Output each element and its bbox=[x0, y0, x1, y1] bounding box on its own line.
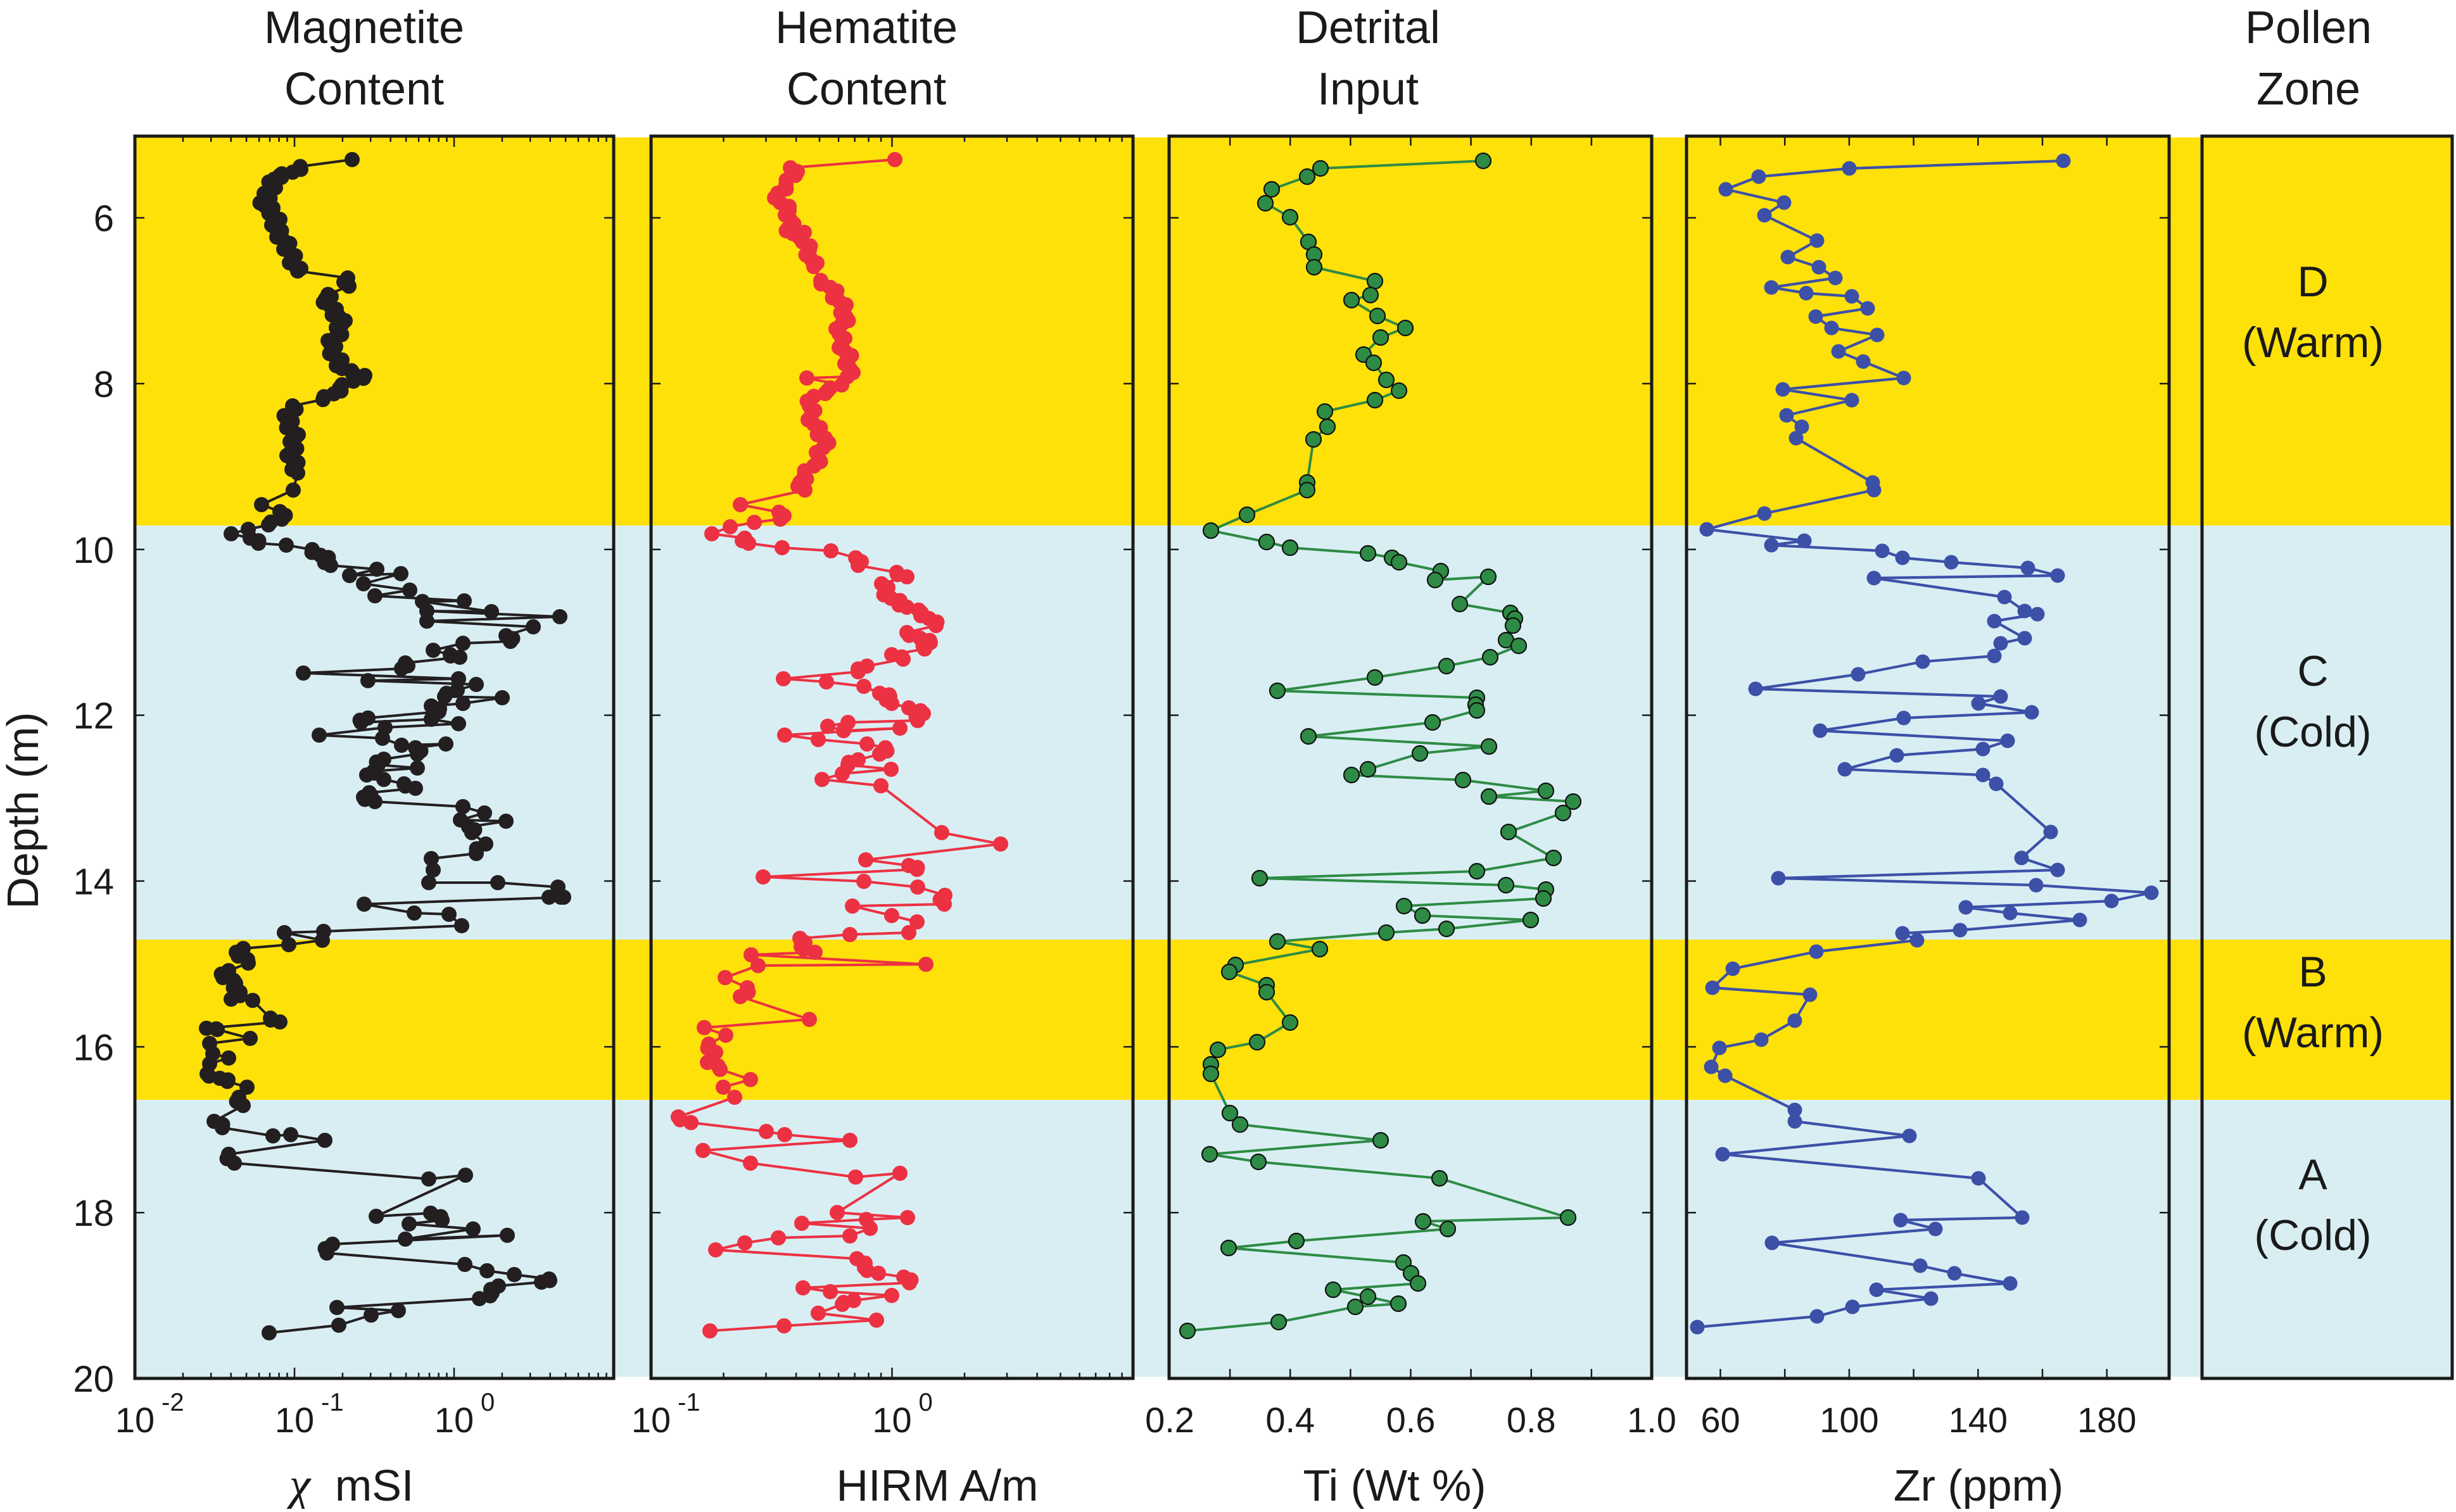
svg-text:A: A bbox=[2298, 1150, 2327, 1199]
svg-text:(Cold): (Cold) bbox=[2254, 1211, 2371, 1259]
svg-text:0: 0 bbox=[481, 1389, 495, 1416]
svg-text:180: 180 bbox=[2077, 1400, 2136, 1440]
svg-text:8: 8 bbox=[94, 364, 114, 405]
svg-text:18: 18 bbox=[73, 1193, 114, 1234]
svg-text:D: D bbox=[2297, 258, 2328, 306]
svg-text:0.8: 0.8 bbox=[1507, 1400, 1556, 1440]
svg-text:χ mSI: χ mSI bbox=[285, 1458, 414, 1509]
svg-text:Content: Content bbox=[787, 64, 946, 115]
svg-text:Pollen: Pollen bbox=[2245, 3, 2372, 53]
svg-text:10: 10 bbox=[73, 530, 114, 571]
svg-text:60: 60 bbox=[1700, 1400, 1740, 1440]
svg-text:10: 10 bbox=[434, 1400, 474, 1440]
svg-text:Content: Content bbox=[284, 64, 444, 115]
svg-text:100: 100 bbox=[1820, 1400, 1878, 1440]
svg-text:Zr (ppm): Zr (ppm) bbox=[1894, 1461, 2063, 1509]
svg-text:HIRM A/m: HIRM A/m bbox=[837, 1461, 1039, 1509]
svg-text:Input: Input bbox=[1317, 64, 1419, 115]
svg-text:20: 20 bbox=[73, 1359, 114, 1400]
svg-text:6: 6 bbox=[94, 198, 114, 239]
svg-text:B: B bbox=[2298, 948, 2327, 996]
svg-text:140: 140 bbox=[1949, 1400, 2008, 1440]
svg-text:0.4: 0.4 bbox=[1265, 1400, 1315, 1440]
svg-text:(Cold): (Cold) bbox=[2254, 708, 2371, 756]
svg-text:Hematite: Hematite bbox=[775, 3, 958, 53]
svg-text:(Warm): (Warm) bbox=[2242, 1009, 2384, 1057]
svg-text:0.2: 0.2 bbox=[1145, 1400, 1194, 1440]
svg-text:-1: -1 bbox=[321, 1389, 344, 1416]
svg-text:0: 0 bbox=[919, 1389, 933, 1416]
svg-text:-2: -2 bbox=[161, 1389, 184, 1416]
svg-text:0.6: 0.6 bbox=[1386, 1400, 1436, 1440]
svg-text:Detrital: Detrital bbox=[1296, 3, 1440, 53]
svg-text:Depth (m): Depth (m) bbox=[0, 712, 47, 909]
svg-text:Ti (Wt %): Ti (Wt %) bbox=[1303, 1461, 1486, 1509]
svg-text:C: C bbox=[2297, 647, 2328, 695]
svg-text:14: 14 bbox=[73, 861, 114, 902]
svg-text:16: 16 bbox=[73, 1027, 114, 1068]
svg-text:10: 10 bbox=[275, 1400, 314, 1440]
svg-text:10: 10 bbox=[631, 1400, 671, 1440]
svg-text:-1: -1 bbox=[678, 1389, 700, 1416]
svg-text:Magnetite: Magnetite bbox=[264, 3, 464, 53]
svg-text:10: 10 bbox=[872, 1400, 911, 1440]
svg-text:Zone: Zone bbox=[2257, 64, 2360, 115]
svg-text:10: 10 bbox=[115, 1400, 155, 1440]
svg-text:1.0: 1.0 bbox=[1627, 1400, 1676, 1440]
svg-text:(Warm): (Warm) bbox=[2242, 318, 2384, 367]
svg-text:12: 12 bbox=[73, 696, 114, 737]
